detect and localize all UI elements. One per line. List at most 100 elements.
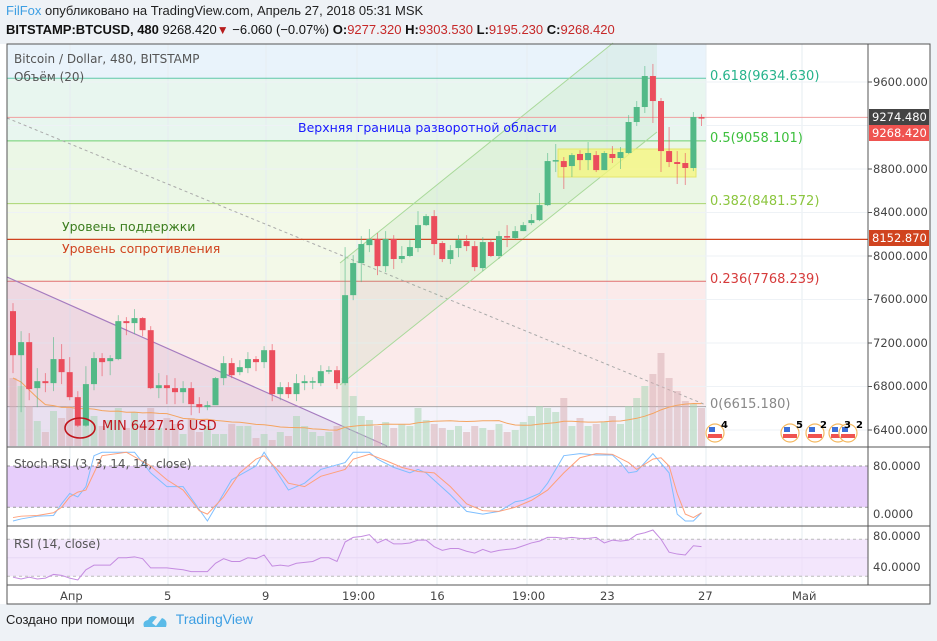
y-tick: 6800.000 [873,379,928,393]
volume-bar [681,401,689,446]
volume-bar [568,426,576,446]
y-tick: 7600.000 [873,292,928,306]
volume-bar [374,426,381,446]
candle-down [674,162,681,164]
x-tick: Май [792,589,817,603]
chart-frame [6,43,931,605]
candle-down [99,358,106,363]
candle-up [536,205,543,221]
candle-down [196,404,203,408]
main-pane-title: Bitcoin / Dollar, 480, BITSTAMP [14,52,200,66]
volume-bar [325,432,333,446]
volume-bar [122,428,130,446]
us-flag-stripes [808,434,822,438]
rsi-y-tick: 80.0000 [873,529,921,543]
candle-up [601,153,608,171]
candle-down [431,216,438,245]
y-tick: 8800.000 [873,162,928,176]
volume-bar [592,424,600,446]
fib-label-0: 0(6615.180) [710,397,791,412]
volume-bar [495,424,503,446]
close-value: 9268.420 [560,22,615,37]
candle-up [552,160,559,162]
stoch-band [7,466,868,508]
publish-text: опубликовано на TradingView.com, Апрель … [41,3,424,18]
symbol-info: BITSTAMP:BTCUSD, 480 9268.420▼ −6.060 (−… [6,22,615,37]
volume-ma-line [12,377,702,431]
candle-up [423,216,430,226]
resistance-annotation[interactable]: Уровень сопротивления [62,241,221,256]
candle-up [244,359,251,369]
candle-down [471,246,478,268]
volume-bar [430,424,438,446]
volume-bar [155,428,163,446]
candle-up [544,161,551,206]
volume-bar [455,426,462,446]
candle-down [42,381,49,384]
support-annotation[interactable]: Уровень поддержки [62,219,196,234]
volume-bar [66,406,74,446]
min-annotation[interactable]: MIN 6427.16 USD [102,419,217,434]
x-tick: 16 [430,589,445,603]
volume-bar [301,426,309,446]
fib-label-0236: 0.236(7768.239) [710,272,820,287]
author-link[interactable]: FilFox [6,3,42,18]
publish-info: FilFox опубликовано на TradingView.com, … [6,3,423,18]
descending-trend-line [6,276,388,447]
candle-up [496,236,502,256]
volume-bar [503,432,511,446]
volume-bar [463,432,471,446]
candle-up [131,318,138,324]
volume-bar [260,434,268,446]
candle-up [447,250,454,260]
candle-down [658,101,664,152]
candle-up [406,247,413,256]
stoch-k-line [12,451,702,522]
us-flag-canton [709,427,715,432]
volume-bar [171,424,179,446]
volume-bar [268,440,276,446]
high-label: H: [405,22,419,37]
candle-up [236,367,243,373]
resistance-price-tag: 8152.870 [869,230,929,246]
volume-bar [698,408,705,446]
volume-bar [41,432,49,446]
candle-up [585,153,592,161]
candle-up [180,388,187,393]
candle-up [261,350,268,363]
tradingview-link[interactable]: TradingView [175,611,253,627]
candle-down [123,321,130,324]
us-flag-stripes [708,434,722,438]
candle-down [163,385,170,389]
ascending-channel-fill [340,43,657,385]
low-label: L: [476,22,489,37]
us-flag-canton [809,427,815,432]
channel-upper-line [339,42,614,264]
candle-up [293,383,300,395]
candle-up [633,107,640,123]
volume-bar [689,404,697,446]
candle-down [504,236,511,238]
high-value: 9303.530 [418,22,474,37]
candle-down [74,397,81,426]
x-tick: 27 [698,589,713,603]
upper-bound-annotation[interactable]: Верхняя граница разворотной области [298,120,557,135]
x-tick: Апр [60,589,83,603]
candle-down [147,330,154,389]
volume-bar [665,378,673,446]
candle-down [66,372,73,398]
volume-bar [446,430,454,446]
candle-up [366,239,373,246]
volume-bar [536,406,543,446]
candle-up [309,381,316,383]
volume-pane-title: Объём (20) [14,70,85,84]
candle-up [479,242,486,269]
candle-up [358,244,365,264]
us-flag-canton [784,427,790,432]
volume-bar [212,434,219,446]
fib-label-0618: 0.618(9634.630) [710,69,820,84]
volume-bar [98,426,106,446]
candle-down [285,387,292,395]
volume-bar [576,418,584,446]
